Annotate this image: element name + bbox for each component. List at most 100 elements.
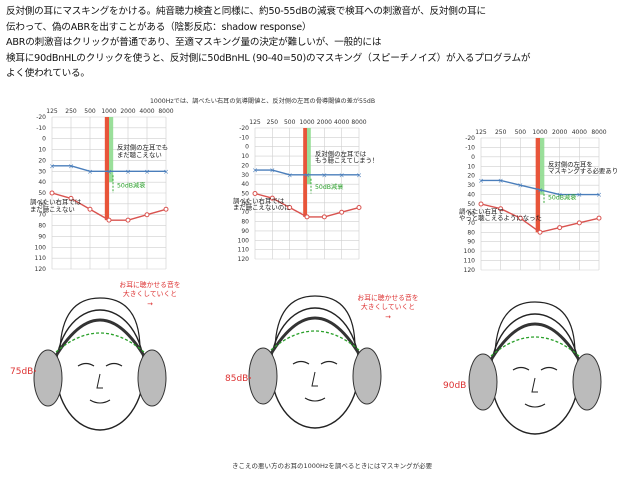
masking-red-bar <box>535 138 540 233</box>
x-tick-label: 1000 <box>101 108 116 115</box>
x-tick-label: 4000 <box>334 119 349 126</box>
right-ear-point <box>537 229 543 235</box>
hair-line <box>274 295 356 349</box>
nose <box>531 377 538 393</box>
eye <box>540 366 558 371</box>
mouth <box>304 397 326 402</box>
right-ear-point <box>356 205 362 211</box>
hair-line <box>59 297 141 351</box>
eye <box>320 360 338 365</box>
audiogram-1: 125 250 500 1000 2000 4000 8000 -20 -10 0 10 20 30 40… <box>30 108 174 273</box>
masking-green-bar <box>540 138 545 195</box>
y-tick-label: 0 <box>471 154 475 161</box>
paragraph-line: よく使われている。 <box>6 68 90 79</box>
x-tick-label: 1000 <box>299 119 314 126</box>
y-tick-label: -10 <box>239 134 249 141</box>
left-ear-point: × <box>596 191 602 199</box>
y-tick-label: 110 <box>35 255 47 262</box>
right-ear-point <box>87 206 93 212</box>
y-tick-label: 100 <box>35 244 47 251</box>
left-ear-point: × <box>498 177 504 185</box>
instruction-text: お耳に聴かせる音を <box>119 280 180 289</box>
eye <box>292 360 310 365</box>
x-tick-label: 500 <box>515 129 527 136</box>
x-tick-label: 4000 <box>139 108 154 115</box>
masking-green-bar <box>307 128 311 185</box>
y-tick-label: 60 <box>241 200 249 207</box>
head-outline <box>55 309 145 431</box>
figure-title: 1000Hzでは、調べたい右耳の気導閾値と、反対側の左耳の骨導閾値の差が55dB <box>150 98 376 105</box>
left-ear-point: × <box>537 186 543 194</box>
left-ear-note: 反対側の左耳では <box>315 149 367 158</box>
left-ear-point: × <box>144 168 150 176</box>
y-tick-label: 110 <box>464 258 476 265</box>
right-ear-point <box>339 209 345 215</box>
left-ear-point: × <box>339 171 345 179</box>
left-earcup <box>248 347 278 405</box>
y-tick-label: 20 <box>467 173 475 180</box>
left-ear-point: × <box>356 171 362 179</box>
y-tick-label: 50 <box>38 190 46 197</box>
left-ear-point: × <box>557 191 563 199</box>
y-tick-label: 30 <box>241 172 249 179</box>
right-ear-note: 調べたい右耳では <box>233 196 285 205</box>
masking-red-bar <box>104 117 109 221</box>
y-tick-label: 60 <box>467 210 475 217</box>
right-ear-point <box>498 206 504 212</box>
left-ear-point: × <box>304 171 310 179</box>
y-tick-label: -20 <box>239 125 249 132</box>
left-ear-point: × <box>68 162 74 170</box>
head-outline <box>490 313 580 435</box>
masking-note: 50dB減衰 <box>117 182 145 190</box>
right-ear-point <box>517 215 523 221</box>
y-tick-label: 10 <box>241 153 249 160</box>
stimulus-level-label: 90dB <box>443 381 466 391</box>
stimulus-level-label: 85dB <box>225 374 248 384</box>
eye <box>105 362 123 367</box>
y-tick-label: 90 <box>467 239 475 246</box>
left-ear-point: × <box>576 191 582 199</box>
y-tick-label: 50 <box>241 191 249 198</box>
left-ear-point: × <box>106 168 112 176</box>
y-tick-label: 40 <box>38 179 46 186</box>
y-tick-label: 0 <box>245 144 249 151</box>
left-ear-note: もう聴こえてしまう！ <box>315 156 378 165</box>
left-ear-line <box>255 169 359 176</box>
y-tick-label: 60 <box>38 201 46 208</box>
right-ear-note: 調べたい右耳では <box>30 197 82 206</box>
nose <box>96 373 103 389</box>
right-ear-point <box>321 214 327 220</box>
y-tick-label: -10 <box>36 125 46 132</box>
y-tick-label: 100 <box>238 237 250 244</box>
right-ear-note: 調べたい右耳で <box>459 206 504 215</box>
y-tick-label: 100 <box>464 248 476 255</box>
instruction-arrow: → <box>147 300 153 308</box>
figure-caption: きこえの悪い方のお耳の1000Hzを調べるときにはマスキングが必要 <box>232 462 433 470</box>
mouth <box>524 403 546 408</box>
x-tick-label: 8000 <box>591 129 606 136</box>
audiogram-2: 125 250 500 1000 2000 4000 8000 -20 -10 0 10 20 30 40… <box>233 119 378 263</box>
stimulus-level-label: 75dB <box>10 367 33 377</box>
right-ear-point <box>557 225 563 231</box>
right-ear-point <box>478 201 484 207</box>
mouth <box>89 399 111 404</box>
y-tick-label: 120 <box>464 267 476 274</box>
y-tick-label: 80 <box>467 229 475 236</box>
instruction-text: 大きくしていくと <box>361 302 415 311</box>
hair-line <box>494 301 576 355</box>
y-tick-label: 40 <box>467 192 475 199</box>
sound-crossing-arc <box>55 332 145 353</box>
right-earcup <box>572 353 602 411</box>
headband <box>481 322 589 375</box>
left-earcup <box>33 349 63 407</box>
left-ear-point: × <box>163 168 169 176</box>
x-tick-label: 500 <box>284 119 296 126</box>
y-tick-label: -20 <box>465 135 475 142</box>
left-ear-point: × <box>287 171 293 179</box>
y-tick-label: 80 <box>241 219 249 226</box>
right-ear-point <box>163 206 169 212</box>
x-tick-label: 2000 <box>552 129 567 136</box>
y-tick-label: 50 <box>467 201 475 208</box>
explanation-paragraph: 反対側の耳にマスキングをかける。純音聴力検査と同様に、約50-55dBの減衰で検… <box>6 4 634 82</box>
